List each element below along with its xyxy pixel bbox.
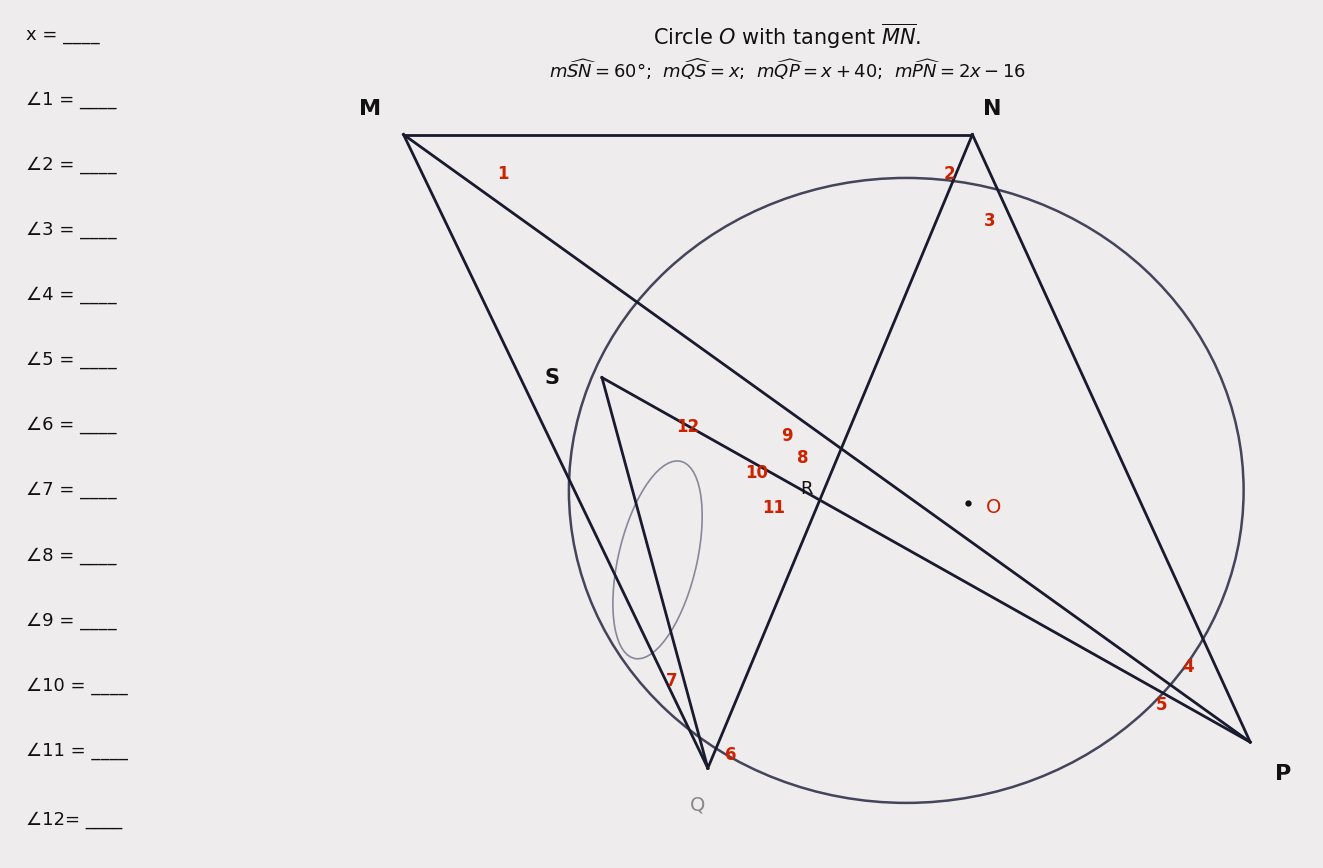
Text: 12: 12	[676, 418, 700, 436]
Text: S: S	[544, 367, 560, 388]
Text: ∠2 = ____: ∠2 = ____	[26, 156, 116, 174]
Text: ∠6 = ____: ∠6 = ____	[26, 417, 116, 434]
Text: 2: 2	[945, 165, 955, 182]
Text: 4: 4	[1183, 658, 1193, 675]
Text: 3: 3	[984, 213, 995, 230]
Text: N: N	[983, 99, 1002, 119]
Text: $m\widehat{SN}=60°$;  $m\widehat{QS}=x$;  $m\widehat{QP}=x+40$;  $m\widehat{PN}=: $m\widehat{SN}=60°$; $m\widehat{QS}=x$; …	[549, 56, 1025, 82]
Text: 1: 1	[497, 165, 508, 182]
Text: 9: 9	[782, 427, 792, 444]
Text: ∠5 = ____: ∠5 = ____	[26, 352, 116, 369]
Text: M: M	[360, 99, 381, 119]
Text: 6: 6	[725, 746, 736, 764]
Text: ∠9 = ____: ∠9 = ____	[26, 612, 116, 629]
Text: x = ____: x = ____	[26, 26, 101, 43]
Text: ∠1 = ____: ∠1 = ____	[26, 91, 116, 108]
Text: Circle $\mathit{O}$ with tangent $\overline{MN}$.: Circle $\mathit{O}$ with tangent $\overl…	[654, 22, 921, 51]
Text: P: P	[1275, 764, 1291, 784]
Text: R: R	[800, 480, 812, 497]
Text: ∠4 = ____: ∠4 = ____	[26, 286, 116, 304]
Text: 7: 7	[667, 673, 677, 690]
Text: O: O	[986, 498, 1002, 517]
Text: ∠8 = ____: ∠8 = ____	[26, 547, 116, 564]
Text: 10: 10	[745, 464, 769, 482]
Text: 8: 8	[798, 450, 808, 467]
Text: ∠11 = ____: ∠11 = ____	[26, 742, 128, 760]
Text: 5: 5	[1156, 696, 1167, 713]
Text: ∠7 = ____: ∠7 = ____	[26, 482, 116, 499]
Text: ∠10 = ____: ∠10 = ____	[26, 677, 128, 694]
Text: ∠12= ____: ∠12= ____	[26, 812, 123, 829]
Text: 11: 11	[762, 499, 786, 516]
Text: Q: Q	[689, 795, 705, 814]
Text: ∠3 = ____: ∠3 = ____	[26, 221, 116, 239]
